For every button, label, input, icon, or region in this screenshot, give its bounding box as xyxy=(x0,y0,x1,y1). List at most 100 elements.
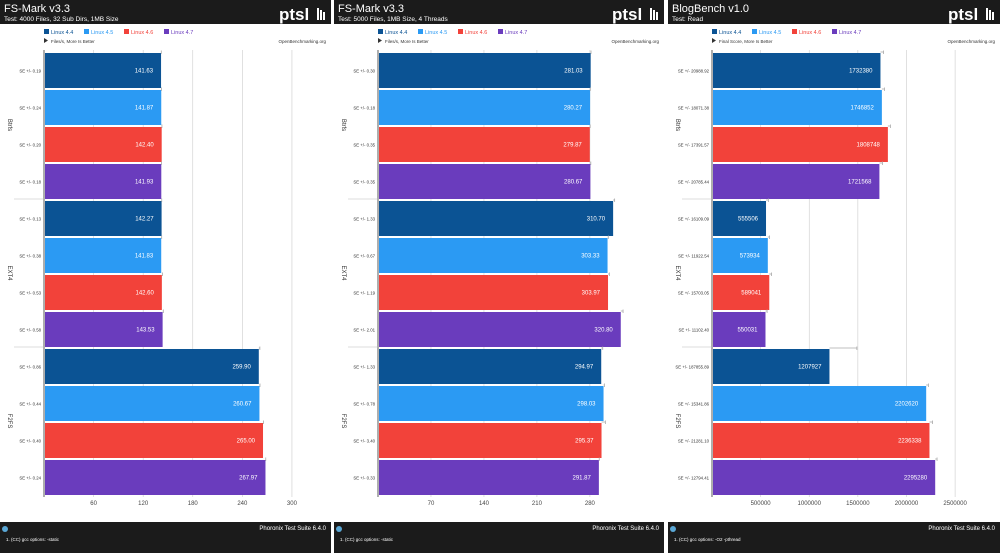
bar-value-label: 279.87 xyxy=(563,143,582,149)
chart-footer xyxy=(668,522,1000,553)
error-label: SE +/- 11922.54 xyxy=(678,254,709,259)
direction-note: Files/s, More Is Better xyxy=(385,39,429,44)
legend-label: Linux 4.6 xyxy=(465,30,487,36)
error-label: SE +/- 0.30 xyxy=(353,69,375,74)
x-tick-label: 120 xyxy=(138,501,149,507)
pts-logo-bar xyxy=(650,8,652,20)
bar-value-label: 2202620 xyxy=(895,402,919,408)
error-label: SE +/- 0.86 xyxy=(19,365,41,370)
group-label: Btrfs xyxy=(340,119,346,131)
error-label: SE +/- 18071.38 xyxy=(678,106,710,111)
legend-swatch xyxy=(712,29,717,34)
legend-label: Linux 4.5 xyxy=(425,30,447,36)
x-tick-label: 210 xyxy=(532,501,543,507)
x-tick-label: 2000000 xyxy=(895,501,919,507)
chart-title: FS-Mark v3.3 xyxy=(4,3,70,15)
pts-logo-bar xyxy=(323,12,325,20)
error-label: SE +/- 0.19 xyxy=(19,69,41,74)
footer-right: Phoronix Test Suite 6.4.0 xyxy=(592,526,659,532)
bar-value-label: 2295280 xyxy=(904,476,928,482)
chart-subtitle: Test: 5000 Files, 1MB Size, 4 Threads xyxy=(338,16,448,23)
x-tick-label: 140 xyxy=(479,501,490,507)
chart-header xyxy=(668,0,1000,24)
group-label: Btrfs xyxy=(674,119,680,131)
x-tick-label: 1500000 xyxy=(846,501,870,507)
bar-value-label: 1808748 xyxy=(857,143,881,149)
legend-swatch xyxy=(164,29,169,34)
pts-logo-bar xyxy=(989,10,991,20)
bar-value-label: 320.80 xyxy=(594,328,613,334)
legend-swatch xyxy=(752,29,757,34)
bar xyxy=(45,275,162,310)
bar xyxy=(379,238,608,273)
direction-arrow-icon xyxy=(44,38,48,43)
legend-swatch xyxy=(832,29,837,34)
bar xyxy=(379,312,621,347)
error-label: SE +/- 20988.92 xyxy=(678,69,710,74)
legend-label: Linux 4.6 xyxy=(131,30,153,36)
bar-value-label: 589041 xyxy=(741,291,762,297)
bar xyxy=(45,312,163,347)
chart-subtitle: Test: Read xyxy=(672,16,703,23)
legend-swatch xyxy=(418,29,423,34)
bar xyxy=(45,90,162,125)
error-label: SE +/- 16109.09 xyxy=(678,217,710,222)
error-label: SE +/- 0.24 xyxy=(19,106,41,111)
group-label: F2FS xyxy=(674,414,680,429)
bar xyxy=(45,386,260,421)
bar-value-label: 141.83 xyxy=(135,254,154,260)
pts-logo-bar xyxy=(986,8,988,20)
legend-label: Linux 4.7 xyxy=(171,30,193,36)
chart-footer xyxy=(0,522,331,553)
bar-value-label: 142.60 xyxy=(135,291,154,297)
legend-label: Linux 4.7 xyxy=(505,30,527,36)
bar-value-label: 142.27 xyxy=(135,217,154,223)
footer-left: 1. (CC) gcc options: -O2 -pthread xyxy=(674,537,741,542)
pts-badge-icon xyxy=(2,526,8,532)
bar xyxy=(713,423,930,458)
footer-left: 1. (CC) gcc options: -static xyxy=(6,537,60,542)
bar-value-label: 143.53 xyxy=(136,328,155,334)
pts-logo: ptsl xyxy=(948,5,978,24)
legend-swatch xyxy=(378,29,383,34)
bar xyxy=(713,312,766,347)
legend-label: Linux 4.5 xyxy=(759,30,781,36)
error-label: SE +/- 0.35 xyxy=(353,180,375,185)
bar xyxy=(379,386,604,421)
bar-value-label: 303.33 xyxy=(581,254,600,260)
bar-value-label: 259.90 xyxy=(232,365,251,371)
bar-value-label: 555506 xyxy=(738,217,759,223)
bar xyxy=(379,90,591,125)
watermark: OpenBenchmarking.org xyxy=(278,39,326,44)
legend-swatch xyxy=(84,29,89,34)
error-label: SE +/- 0.18 xyxy=(19,180,41,185)
pts-logo-bar xyxy=(653,10,655,20)
legend-label: Linux 4.7 xyxy=(839,30,861,36)
bar xyxy=(379,275,609,310)
bar xyxy=(45,349,259,384)
error-label: SE +/- 0.53 xyxy=(19,291,41,296)
bar xyxy=(713,460,936,495)
bar xyxy=(379,164,591,199)
error-label: SE +/- 17391.57 xyxy=(678,143,710,148)
bar xyxy=(713,164,880,199)
error-label: SE +/- 0.38 xyxy=(19,254,41,259)
error-label: SE +/- 15341.86 xyxy=(678,402,710,407)
error-label: SE +/- 1.33 xyxy=(353,365,375,370)
bar-value-label: 1721568 xyxy=(848,180,872,186)
bar xyxy=(713,349,830,384)
bar-value-label: 280.27 xyxy=(564,106,583,112)
bar-value-label: 573934 xyxy=(740,254,761,260)
pts-logo-bar xyxy=(320,10,322,20)
bar-value-label: 303.97 xyxy=(582,291,601,297)
bar xyxy=(713,53,881,88)
pts-badge-icon xyxy=(336,526,342,532)
error-label: SE +/- 21281.10 xyxy=(678,439,710,444)
x-tick-label: 2500000 xyxy=(943,501,967,507)
bar xyxy=(45,460,266,495)
error-label: SE +/- 2.01 xyxy=(353,328,375,333)
bar-value-label: 141.87 xyxy=(135,106,154,112)
